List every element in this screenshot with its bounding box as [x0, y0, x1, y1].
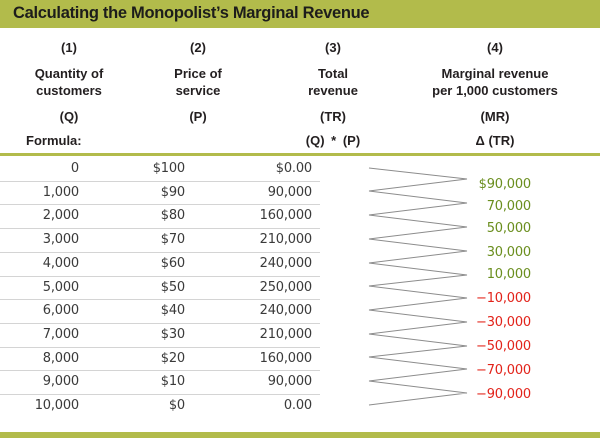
- col4-title-line2: per 1,000 customers: [432, 83, 558, 98]
- quantity-cell: 3,000: [42, 232, 79, 247]
- mr-value: −90,000: [476, 387, 531, 402]
- total-revenue-cell: 250,000: [259, 280, 313, 295]
- price-cell: $40: [160, 303, 185, 318]
- formula-label: Formula:: [26, 133, 82, 148]
- row-divider: [0, 228, 320, 229]
- quantity-cell: 6,000: [42, 303, 79, 318]
- total-revenue-cell: 210,000: [259, 232, 313, 247]
- price-cell: $70: [160, 232, 185, 247]
- total-revenue-cell: 90,000: [267, 374, 312, 389]
- col3-symbol: (TR): [320, 109, 346, 124]
- total-revenue-cell: 90,000: [267, 185, 312, 200]
- price-cell: $10: [160, 374, 185, 389]
- price-cell: $100: [152, 161, 185, 176]
- col4-symbol: (MR): [480, 109, 510, 124]
- quantity-cell: 8,000: [42, 351, 79, 366]
- col1-symbol: (Q): [59, 109, 79, 124]
- col1-number: (1): [61, 40, 77, 55]
- col3-formula: (Q) * (P): [305, 133, 361, 148]
- col1-title-line1: Quantity of: [34, 66, 104, 81]
- row-divider: [0, 323, 320, 324]
- quantity-cell: 10,000: [34, 398, 79, 413]
- row-divider: [0, 347, 320, 348]
- col3-title-line1: Total: [317, 66, 349, 81]
- mr-value: −70,000: [476, 363, 531, 378]
- col1-title-line2: customers: [36, 83, 102, 98]
- mr-value: −30,000: [476, 315, 531, 330]
- quantity-cell: 0: [70, 161, 79, 176]
- col3-number: (3): [325, 40, 341, 55]
- total-revenue-cell: 210,000: [259, 327, 313, 342]
- price-cell: $50: [160, 280, 185, 295]
- footer-bar: [0, 432, 600, 438]
- total-revenue-cell: 240,000: [259, 256, 313, 271]
- price-cell: $0: [168, 398, 185, 413]
- mr-value: $90,000: [478, 177, 532, 192]
- mr-value: −10,000: [476, 291, 531, 306]
- col3-title-line2: revenue: [308, 83, 358, 98]
- col4-title-line1: Marginal revenue: [441, 66, 549, 81]
- row-divider: [0, 276, 320, 277]
- quantity-cell: 1,000: [42, 185, 79, 200]
- col4-formula: Δ (TR): [475, 133, 515, 148]
- price-cell: $20: [160, 351, 185, 366]
- col2-number: (2): [190, 40, 206, 55]
- mr-value: 50,000: [486, 221, 531, 236]
- row-divider: [0, 181, 320, 182]
- quantity-cell: 9,000: [42, 374, 79, 389]
- table-title: Calculating the Monopolist’s Marginal Re…: [13, 4, 370, 22]
- price-cell: $80: [160, 208, 185, 223]
- total-revenue-cell: 240,000: [259, 303, 313, 318]
- title-bar: Calculating the Monopolist’s Marginal Re…: [0, 0, 600, 28]
- quantity-cell: 2,000: [42, 208, 79, 223]
- row-divider: [0, 299, 320, 300]
- mr-value: −50,000: [476, 339, 531, 354]
- price-cell: $60: [160, 256, 185, 271]
- total-revenue-cell: 160,000: [259, 351, 313, 366]
- row-divider: [0, 394, 320, 395]
- mr-value: 30,000: [486, 245, 531, 260]
- quantity-cell: 5,000: [42, 280, 79, 295]
- total-revenue-cell: $0.00: [275, 161, 312, 176]
- price-cell: $30: [160, 327, 185, 342]
- row-divider: [0, 252, 320, 253]
- mr-value: 10,000: [486, 267, 531, 282]
- col2-title-line1: Price of: [174, 66, 222, 81]
- col2-symbol: (P): [189, 109, 207, 124]
- row-divider: [0, 370, 320, 371]
- total-revenue-cell: 0.00: [283, 398, 312, 413]
- quantity-cell: 7,000: [42, 327, 79, 342]
- col2-title-line2: service: [175, 83, 221, 98]
- mr-value: 70,000: [486, 199, 531, 214]
- header-divider: [0, 153, 600, 156]
- row-divider: [0, 204, 320, 205]
- quantity-cell: 4,000: [42, 256, 79, 271]
- total-revenue-cell: 160,000: [259, 208, 313, 223]
- col4-number: (4): [487, 40, 503, 55]
- price-cell: $90: [160, 185, 185, 200]
